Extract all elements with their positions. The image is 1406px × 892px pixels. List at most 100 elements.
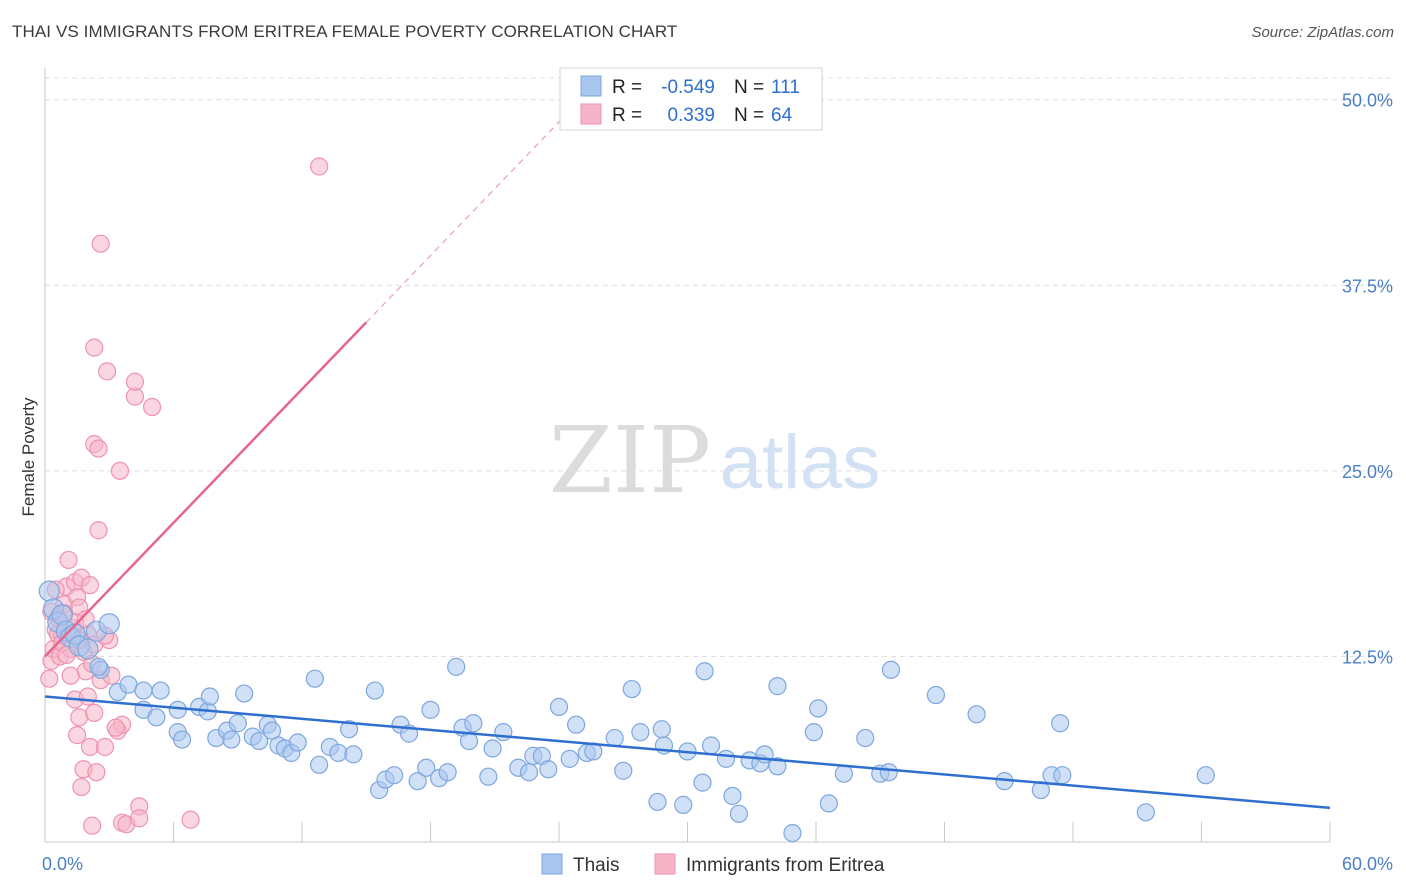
thais-point-42 (340, 720, 359, 739)
thais-point-55 (447, 657, 466, 676)
thais-point-57 (459, 731, 479, 751)
y-tick-labels: 12.5% 25.0% 37.5% 50.0% (1342, 91, 1393, 668)
thais-point-29 (235, 684, 254, 703)
thais-point-58 (464, 714, 483, 733)
thais-point-92 (783, 823, 802, 843)
thais-point-109 (1196, 766, 1215, 785)
eritrea-point-60 (110, 461, 130, 480)
thais-point-31 (250, 731, 269, 751)
thais-point-61 (494, 723, 513, 742)
correlation-legend: R = -0.549 N = 111 R = 0.339 N = 64 (559, 67, 823, 131)
thais-point-0 (38, 580, 60, 602)
thais-point-108 (1136, 803, 1155, 822)
eritrea-point-63 (142, 397, 162, 417)
thais-point-104 (1031, 780, 1050, 800)
thais-point-12 (89, 657, 108, 676)
eritrea-trend-line (44, 321, 368, 658)
y-tick-label-1: 25.0% (1342, 462, 1393, 482)
legend-r-label-eritrea: R = (612, 105, 642, 126)
thais-point-96 (834, 764, 853, 783)
thais-point-77 (652, 720, 671, 739)
bottom-legend-label-thais: Thais (573, 855, 619, 876)
eritrea-point-57 (89, 521, 108, 540)
eritrea-point-65 (310, 157, 329, 176)
thais-point-43 (344, 745, 363, 764)
thais-point-54 (438, 763, 457, 782)
y-tick-label-0: 12.5% (1342, 647, 1393, 667)
thais-point-39 (310, 755, 329, 774)
thais-point-16 (151, 681, 170, 700)
thais-point-74 (622, 679, 641, 699)
x-tick-label-1: 60.0% (1342, 854, 1393, 874)
chart-source: Source: ZipAtlas.com (1251, 24, 1394, 41)
thais-point-15 (134, 681, 153, 700)
thais-point-106 (1053, 766, 1072, 785)
thais-point-18 (147, 708, 166, 727)
eritrea-point-59 (85, 338, 104, 357)
eritrea-trend-extension (365, 99, 581, 323)
eritrea-point-62 (125, 372, 145, 391)
eritrea-point-35 (78, 687, 97, 706)
eritrea-point-36 (85, 703, 104, 722)
watermark: ZIP atlas (549, 407, 880, 514)
thais-point-91 (768, 677, 787, 696)
eritrea-point-9 (59, 550, 78, 570)
legend-swatch-eritrea (580, 103, 602, 125)
thais-point-101 (926, 685, 946, 705)
eritrea-point-47 (87, 763, 106, 782)
thais-point-79 (674, 795, 693, 814)
thais-point-63 (519, 763, 539, 782)
thais-point-85 (723, 786, 742, 806)
thais-point-50 (408, 772, 427, 791)
eritrea-point-33 (70, 708, 89, 727)
thais-point-90 (768, 757, 787, 776)
legend-n-label-eritrea: N = (734, 105, 764, 126)
legend-n-label-thais: N = (734, 77, 764, 98)
thais-point-60 (483, 739, 502, 758)
thais-point-100 (881, 660, 901, 679)
eritrea-point-56 (89, 439, 108, 458)
bottom-legend-label-eritrea: Immigrants from Eritrea (686, 855, 885, 876)
thais-point-37 (288, 733, 307, 752)
thais-point-59 (479, 767, 498, 786)
thais-point-8 (77, 638, 99, 660)
x-tick-label-0: 0.0% (42, 854, 83, 874)
thais-point-44 (365, 681, 384, 700)
thais-point-51 (417, 758, 436, 777)
eritrea-point-34 (68, 726, 87, 745)
eritrea-point-45 (72, 777, 91, 797)
thais-point-66 (539, 760, 558, 779)
thais-point-93 (804, 723, 823, 742)
thais-point-94 (809, 699, 828, 718)
legend-n-value-eritrea: 64 (771, 105, 793, 126)
legend-r-label-thais: R = (612, 77, 642, 98)
thais-point-73 (614, 761, 633, 780)
bottom-legend-swatch-thais (541, 853, 563, 875)
legend-n-value-thais: 111 (771, 77, 800, 98)
chart-title: THAI VS IMMIGRANTS FROM ERITREA FEMALE P… (12, 22, 678, 41)
eritrea-point-46 (83, 816, 102, 835)
thais-point-68 (560, 749, 579, 768)
axes (44, 68, 1331, 843)
trend-lines (44, 99, 1331, 810)
thais-point-81 (693, 773, 712, 792)
watermark-atlas: atlas (720, 420, 881, 505)
eritrea-point-25 (61, 666, 80, 685)
thais-point-75 (631, 723, 650, 742)
thais-point-76 (648, 792, 667, 812)
thais-point-83 (701, 736, 721, 755)
thais-point-99 (879, 763, 898, 782)
eritrea-point-48 (95, 737, 115, 757)
thais-point-72 (605, 728, 624, 748)
thais-point-27 (222, 730, 241, 749)
legend-box (559, 67, 823, 131)
x-tick-labels: 0.0% 60.0% (42, 854, 1393, 874)
eritrea-point-49 (106, 718, 125, 737)
eritrea-point-19 (80, 576, 100, 595)
thais-point-24 (200, 687, 220, 706)
thais-point-102 (967, 705, 986, 724)
eritrea-point-53 (130, 809, 149, 828)
thais-point-82 (695, 662, 714, 681)
legend-swatch-thais (580, 75, 602, 97)
